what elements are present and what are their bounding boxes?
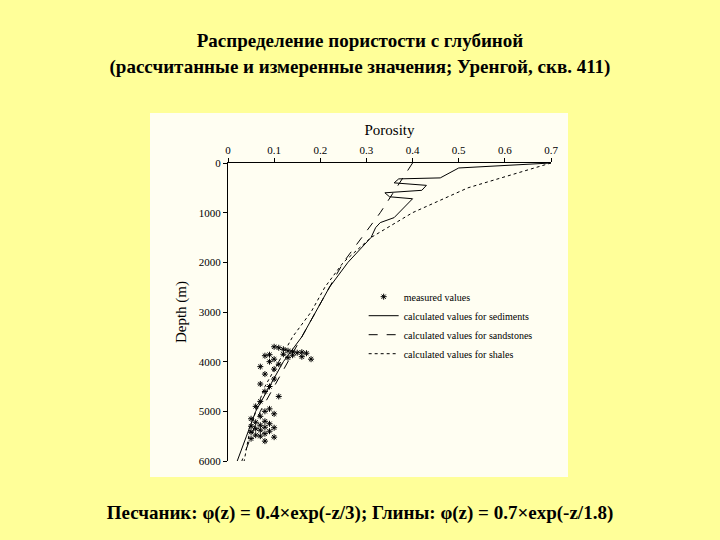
svg-text:6000: 6000 bbox=[199, 455, 222, 467]
svg-text:0.7: 0.7 bbox=[544, 144, 558, 156]
svg-text:5000: 5000 bbox=[199, 405, 222, 417]
svg-text:Depth (m): Depth (m) bbox=[173, 281, 190, 343]
svg-text:0.2: 0.2 bbox=[313, 144, 327, 156]
svg-text:measured values: measured values bbox=[404, 292, 470, 303]
svg-text:2000: 2000 bbox=[199, 256, 222, 268]
svg-text:calculated values for sediment: calculated values for sediments bbox=[404, 311, 529, 322]
svg-text:4000: 4000 bbox=[199, 356, 222, 368]
svg-text:0.3: 0.3 bbox=[360, 144, 374, 156]
svg-text:0.4: 0.4 bbox=[406, 144, 420, 156]
svg-text:3000: 3000 bbox=[199, 306, 222, 318]
svg-text:0.1: 0.1 bbox=[267, 144, 281, 156]
svg-text:calculated values for sandston: calculated values for sandstones bbox=[404, 330, 533, 341]
svg-text:0: 0 bbox=[215, 157, 221, 169]
html-text:Распределение пористости с глу: Распределение пористости с глубиной bbox=[196, 30, 524, 51]
svg-text:0.6: 0.6 bbox=[498, 144, 512, 156]
svg-text:0.5: 0.5 bbox=[452, 144, 466, 156]
svg-text:Porosity: Porosity bbox=[364, 122, 415, 138]
html-text:Песчаник: φ(z) = 0.4×exp(-z/3): Песчаник: φ(z) = 0.4×exp(-z/3); Глины: φ… bbox=[106, 502, 614, 523]
svg-text:1000: 1000 bbox=[199, 207, 222, 219]
svg-text:calculated values for shales: calculated values for shales bbox=[404, 349, 514, 360]
svg-text:0: 0 bbox=[225, 144, 231, 156]
html-text:(рассчитанные и измеренные зна: (рассчитанные и измеренные значения; Уре… bbox=[109, 56, 611, 77]
